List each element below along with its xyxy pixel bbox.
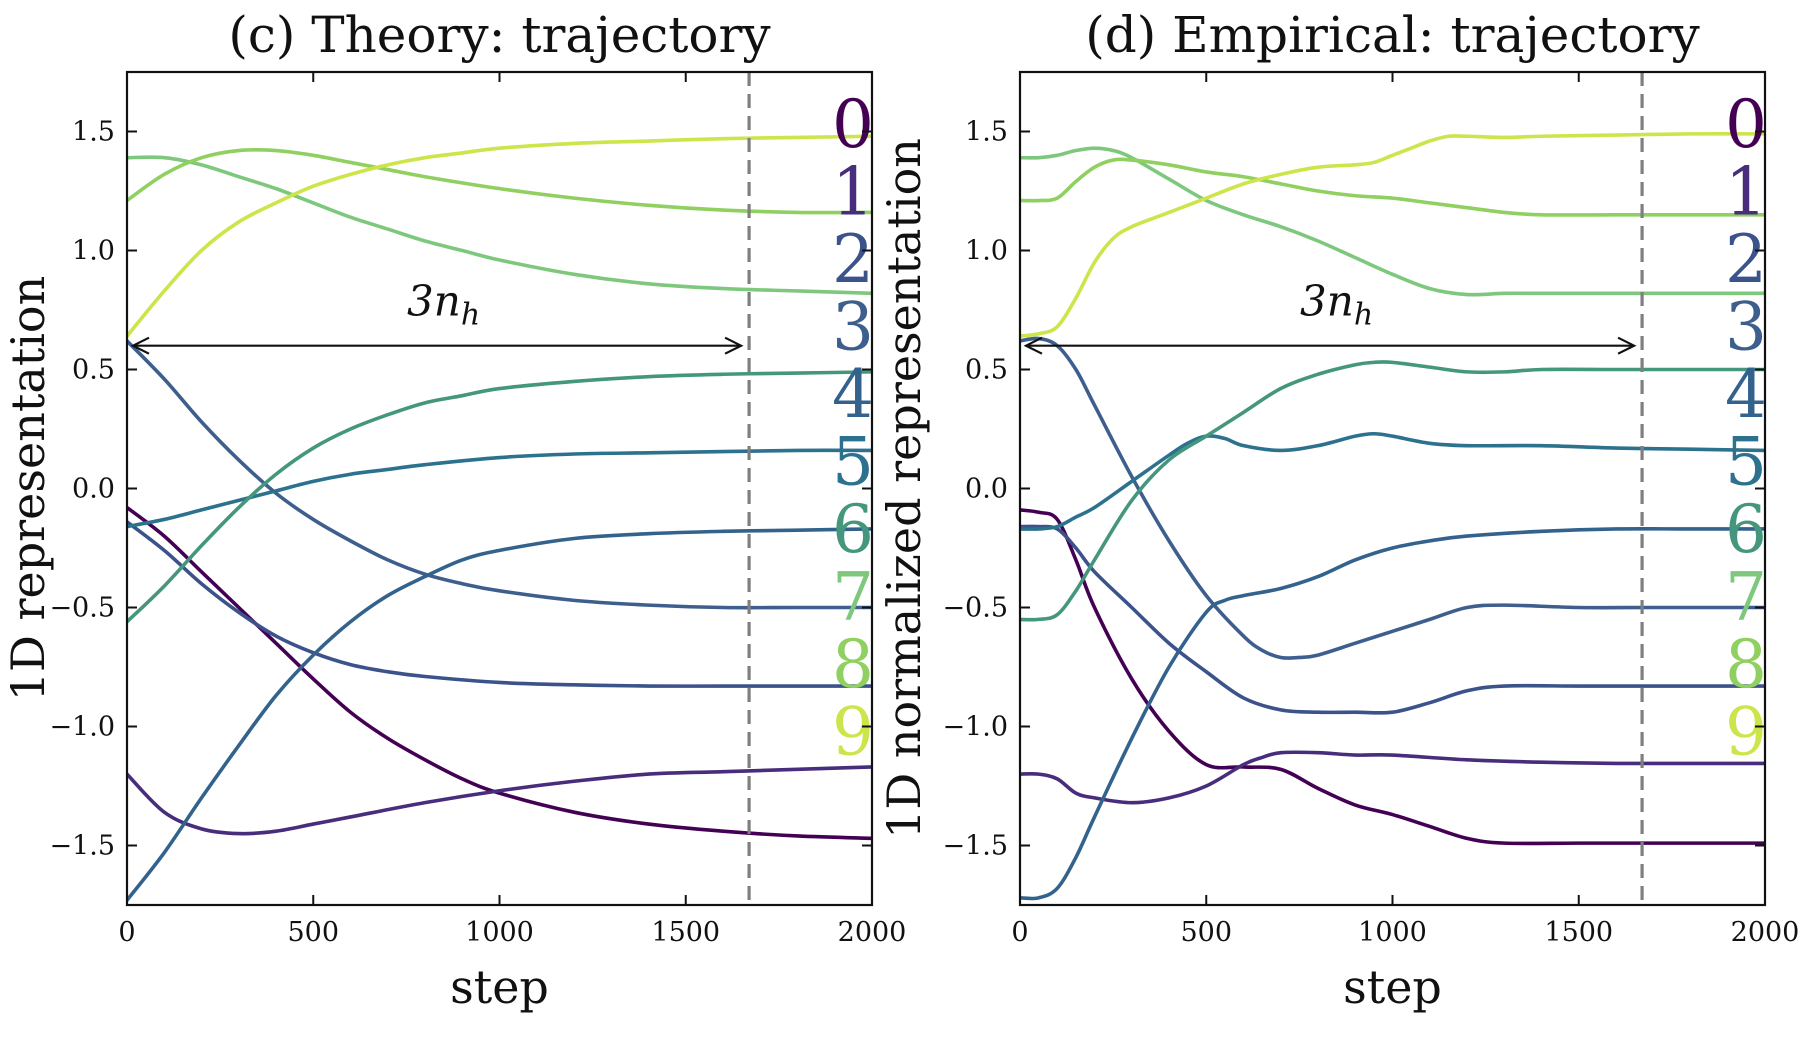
series-line-5 — [1020, 431, 1765, 531]
series-line-2 — [1020, 524, 1765, 715]
annotation-label: 3nh — [407, 277, 480, 333]
series-line-8 — [1020, 157, 1765, 217]
y-tick-label: −1.5 — [942, 831, 1008, 862]
series-line-3 — [1020, 336, 1765, 660]
series-line-0 — [127, 505, 872, 841]
series-line-1 — [127, 765, 872, 836]
series-label-1: 1 — [1725, 154, 1767, 231]
series-line-6 — [127, 370, 872, 624]
y-tick-label: 0.5 — [72, 355, 115, 386]
series-lines — [127, 134, 872, 903]
y-tick-label: −1.0 — [942, 712, 1008, 743]
series-line-9 — [1020, 131, 1765, 338]
annotation-main: 3n — [407, 277, 461, 326]
series-label-0: 0 — [1725, 86, 1767, 163]
y-tick-label: −1.5 — [49, 831, 115, 862]
series-label-7: 7 — [832, 559, 874, 636]
annotation-arrowhead-left — [1023, 336, 1043, 355]
x-axis-label: step — [450, 960, 549, 1014]
series-label-9: 9 — [1725, 694, 1767, 771]
series-label-3: 3 — [1725, 289, 1767, 366]
annotation-arrowhead-right — [724, 336, 744, 355]
series-line-7 — [1020, 146, 1765, 297]
x-axis-label: step — [1343, 960, 1442, 1014]
y-tick-label: 1.5 — [965, 117, 1008, 148]
series-line-0 — [1020, 508, 1765, 846]
series-line-1 — [1020, 750, 1765, 805]
x-tick-label: 0 — [1011, 917, 1028, 948]
series-label-6: 6 — [832, 491, 874, 568]
x-tick-label: 500 — [287, 917, 339, 948]
annotation-subscript: h — [461, 298, 480, 333]
annotation-arrowhead-right — [1617, 336, 1637, 355]
annotation-subscript: h — [1354, 298, 1373, 333]
y-tick-label: 0.5 — [965, 355, 1008, 386]
series-label-2: 2 — [832, 221, 874, 298]
series-label-8: 8 — [1725, 626, 1767, 703]
x-tick-label: 1500 — [1544, 917, 1613, 948]
series-line-3 — [127, 339, 872, 610]
series-label-4: 4 — [1725, 356, 1767, 433]
y-tick-label: 1.0 — [965, 236, 1008, 267]
series-label-7: 7 — [1725, 559, 1767, 636]
x-tick-label: 2000 — [1731, 917, 1800, 948]
series-label-6: 6 — [1725, 491, 1767, 568]
x-tick-label: 2000 — [838, 917, 907, 948]
y-tick-label: −0.5 — [942, 593, 1008, 624]
y-tick-label: 1.0 — [72, 236, 115, 267]
series-label-8: 8 — [832, 626, 874, 703]
series-line-4 — [1020, 526, 1765, 901]
axes-frame — [125, 70, 874, 907]
annotation-arrowhead-left — [130, 336, 150, 355]
series-line-2 — [127, 520, 872, 688]
series-line-7 — [127, 155, 872, 296]
y-tick-label: −0.5 — [49, 593, 115, 624]
chart-title: (c) Theory: trajectory — [228, 6, 771, 64]
series-label-4: 4 — [832, 356, 874, 433]
series-label-0: 0 — [832, 86, 874, 163]
annotation-label: 3nh — [1300, 277, 1373, 333]
series-label-2: 2 — [1725, 221, 1767, 298]
series-label-9: 9 — [832, 694, 874, 771]
annotation-main: 3n — [1300, 277, 1354, 326]
y-tick-label: 0.0 — [72, 474, 115, 505]
x-tick-label: 1500 — [651, 917, 720, 948]
x-tick-label: 500 — [1180, 917, 1232, 948]
y-tick-label: 0.0 — [965, 474, 1008, 505]
series-line-4 — [127, 527, 872, 903]
y-tick-label: −1.0 — [49, 712, 115, 743]
chart-title: (d) Empirical: trajectory — [1085, 6, 1700, 64]
y-axis-label: 1D normalized representation — [877, 138, 931, 839]
series-label-3: 3 — [832, 289, 874, 366]
series-label-1: 1 — [832, 154, 874, 231]
series-line-5 — [127, 448, 872, 529]
series-line-8 — [127, 147, 872, 215]
x-tick-label: 0 — [118, 917, 135, 948]
y-axis-label: 1D representation — [1, 276, 55, 702]
x-tick-label: 1000 — [1358, 917, 1427, 948]
series-lines — [1020, 131, 1765, 901]
x-tick-label: 1000 — [465, 917, 534, 948]
series-line-9 — [127, 134, 872, 338]
series-line-6 — [1020, 360, 1765, 622]
y-tick-label: 1.5 — [72, 117, 115, 148]
